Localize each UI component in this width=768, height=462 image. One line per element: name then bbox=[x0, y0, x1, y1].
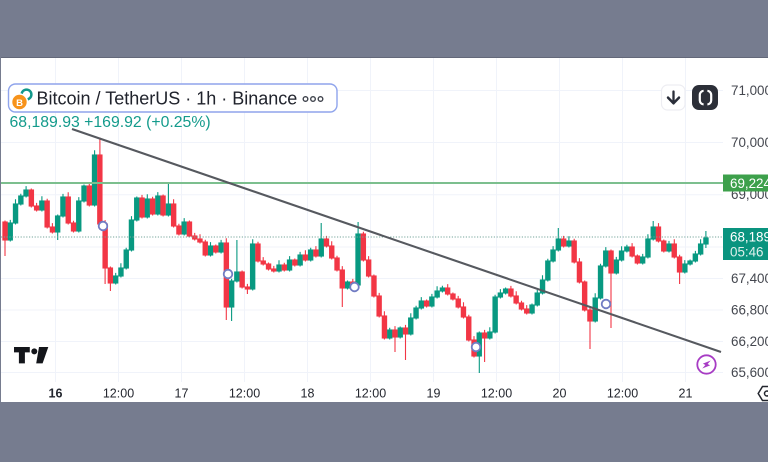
svg-text:69,224: 69,224 bbox=[730, 176, 768, 191]
svg-text:12:00: 12:00 bbox=[355, 387, 386, 401]
svg-text:05:46: 05:46 bbox=[730, 245, 764, 260]
svg-text:21: 21 bbox=[679, 387, 693, 401]
svg-text:12:00: 12:00 bbox=[607, 387, 638, 401]
svg-text:18: 18 bbox=[301, 387, 315, 401]
svg-text:65,600: 65,600 bbox=[731, 365, 768, 380]
svg-text:12:00: 12:00 bbox=[229, 387, 260, 401]
svg-text:20: 20 bbox=[553, 387, 567, 401]
svg-text:17: 17 bbox=[175, 387, 189, 401]
svg-text:68,189.93 +169.92 (+0.25%): 68,189.93 +169.92 (+0.25%) bbox=[10, 114, 211, 131]
svg-text:12:00: 12:00 bbox=[103, 387, 134, 401]
svg-text:16: 16 bbox=[49, 387, 63, 401]
svg-text:66,200: 66,200 bbox=[731, 334, 768, 349]
svg-text:67,400: 67,400 bbox=[731, 271, 768, 286]
svg-text:66,800: 66,800 bbox=[731, 303, 768, 318]
svg-text:B: B bbox=[16, 98, 23, 109]
svg-text:Bitcoin / TetherUS · 1h · Bina: Bitcoin / TetherUS · 1h · Binance bbox=[37, 89, 298, 109]
svg-text:71,000: 71,000 bbox=[731, 83, 768, 98]
svg-text:70,000: 70,000 bbox=[731, 135, 768, 150]
svg-text:68,189: 68,189 bbox=[730, 230, 768, 245]
svg-text:12:00: 12:00 bbox=[481, 387, 512, 401]
svg-text:19: 19 bbox=[427, 387, 441, 401]
